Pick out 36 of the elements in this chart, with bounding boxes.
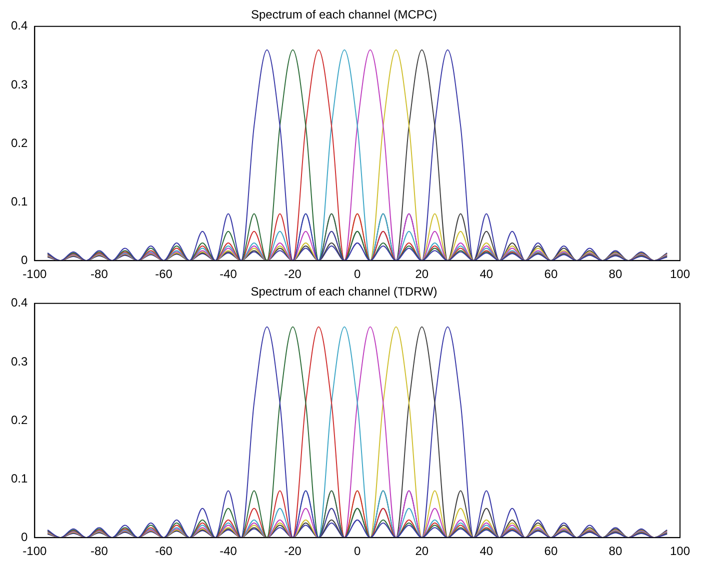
x-tick-label: 60: [544, 544, 558, 558]
y-tick-label: 0.2: [10, 136, 28, 150]
x-tick-label: -40: [220, 544, 238, 558]
x-tick-label: 80: [608, 544, 622, 558]
x-tick-label: 40: [480, 267, 494, 282]
y-tick-label: 0.1: [10, 194, 28, 208]
chart-title: Spectrum of each channel (TDRW): [250, 284, 438, 299]
x-tick-label: 80: [608, 267, 622, 282]
x-tick-label: 0: [354, 267, 361, 282]
x-tick-label: 20: [415, 267, 429, 282]
y-tick-label: 0.2: [10, 412, 28, 427]
y-tick-label: 0.4: [10, 18, 28, 33]
x-tick-label: -100: [22, 544, 48, 558]
x-tick-label: -80: [90, 544, 108, 558]
x-tick-label: -20: [284, 267, 302, 282]
line-series: [47, 326, 668, 538]
y-tick-label: 0.4: [10, 296, 28, 310]
x-tick-label: 100: [670, 544, 690, 558]
x-tick-label: -60: [155, 544, 173, 558]
chart-title: Spectrum of each channel (MCPC): [250, 8, 438, 22]
x-tick-label: -60: [155, 267, 173, 282]
line-series: [47, 49, 668, 261]
x-tick-label: 40: [480, 544, 494, 558]
x-tick-label: 20: [415, 544, 429, 558]
y-tick-label: 0.1: [10, 471, 28, 486]
x-tick-label: 100: [670, 267, 690, 282]
x-tick-label: -40: [220, 267, 238, 282]
x-tick-label: -100: [22, 267, 48, 282]
x-tick-label: -80: [90, 267, 108, 282]
y-tick-label: 0.3: [10, 354, 28, 368]
x-tick-label: -20: [284, 544, 302, 558]
x-tick-label: 60: [544, 267, 558, 282]
x-tick-label: 0: [354, 544, 361, 558]
y-tick-label: 0: [20, 252, 28, 267]
y-tick-label: 0: [20, 530, 28, 544]
y-tick-label: 0.3: [10, 77, 28, 92]
